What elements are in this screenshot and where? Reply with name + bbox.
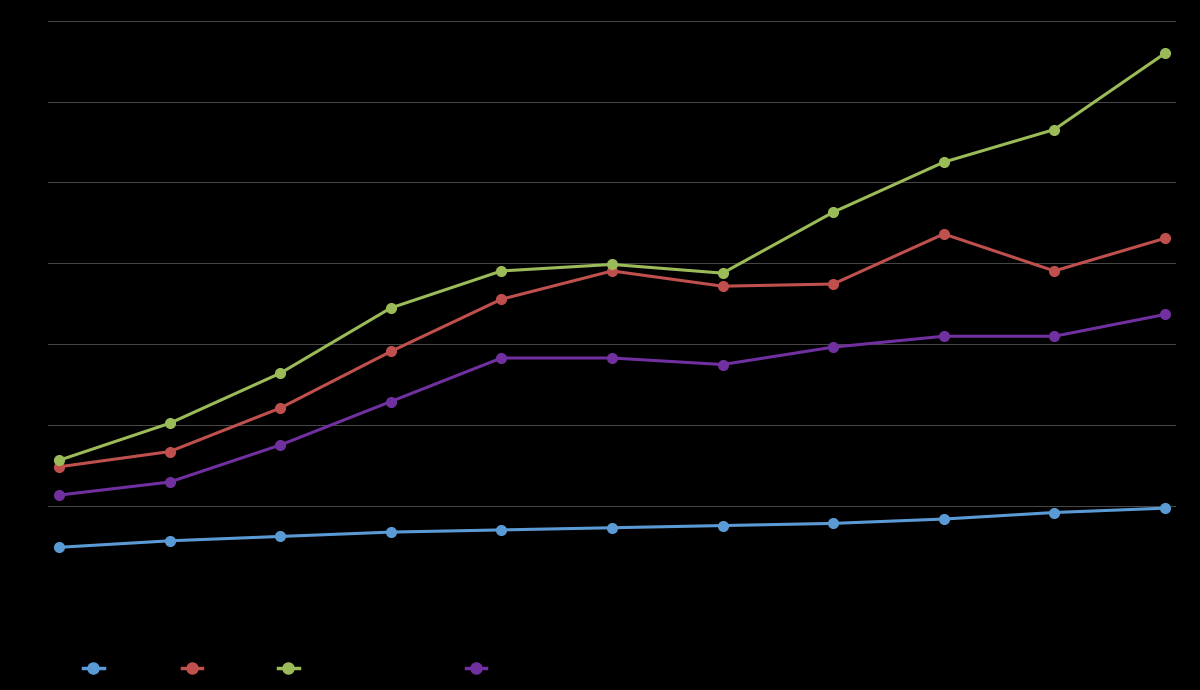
Legend: SGB, BPS, Zrzeszone w BPS, Niezrzeszone: SGB, BPS, Zrzeszone w BPS, Niezrzeszone xyxy=(78,656,590,682)
